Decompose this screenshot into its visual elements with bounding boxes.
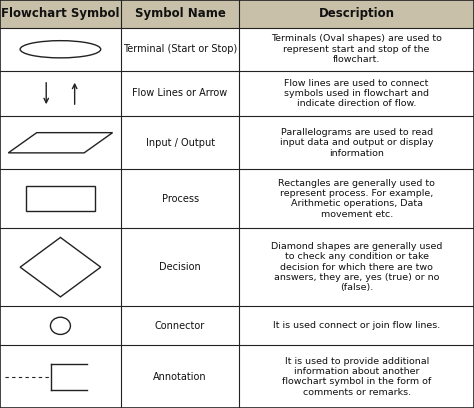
Bar (121, 0, 239, 28)
Text: Annotation: Annotation (153, 372, 207, 382)
Text: Connector: Connector (155, 321, 205, 331)
Text: Input / Output: Input / Output (146, 138, 215, 148)
Text: Decision: Decision (159, 262, 201, 272)
Text: Flowchart Symbol: Flowchart Symbol (1, 7, 119, 20)
Text: Diamond shapes are generally used
to check any condition or take
decision for wh: Diamond shapes are generally used to che… (271, 242, 442, 293)
Text: Terminal (Start or Stop): Terminal (Start or Stop) (123, 44, 237, 54)
Polygon shape (8, 133, 113, 153)
Text: Flow lines are used to connect
symbols used in flowchart and
indicate direction : Flow lines are used to connect symbols u… (284, 79, 429, 109)
Text: Symbol Name: Symbol Name (135, 7, 226, 20)
Polygon shape (20, 237, 100, 297)
Ellipse shape (20, 41, 100, 58)
Circle shape (50, 317, 71, 335)
Text: It is used to provide additional
information about another
flowchart symbol in t: It is used to provide additional informa… (282, 357, 431, 397)
Bar (0, 0, 121, 28)
Text: Process: Process (162, 194, 199, 204)
Text: Rectangles are generally used to
represent process. For example,
Arithmetic oper: Rectangles are generally used to represe… (278, 179, 435, 219)
Text: Description: Description (319, 7, 395, 20)
Text: It is used connect or join flow lines.: It is used connect or join flow lines. (273, 322, 440, 330)
Text: Flow Lines or Arrow: Flow Lines or Arrow (133, 89, 228, 98)
Bar (26, 186, 95, 211)
Text: Parallelograms are used to read
input data and output or display
information: Parallelograms are used to read input da… (280, 128, 433, 157)
Text: Terminals (Oval shapes) are used to
represent start and stop of the
flowchart.: Terminals (Oval shapes) are used to repr… (271, 34, 442, 64)
Bar (239, 0, 474, 28)
